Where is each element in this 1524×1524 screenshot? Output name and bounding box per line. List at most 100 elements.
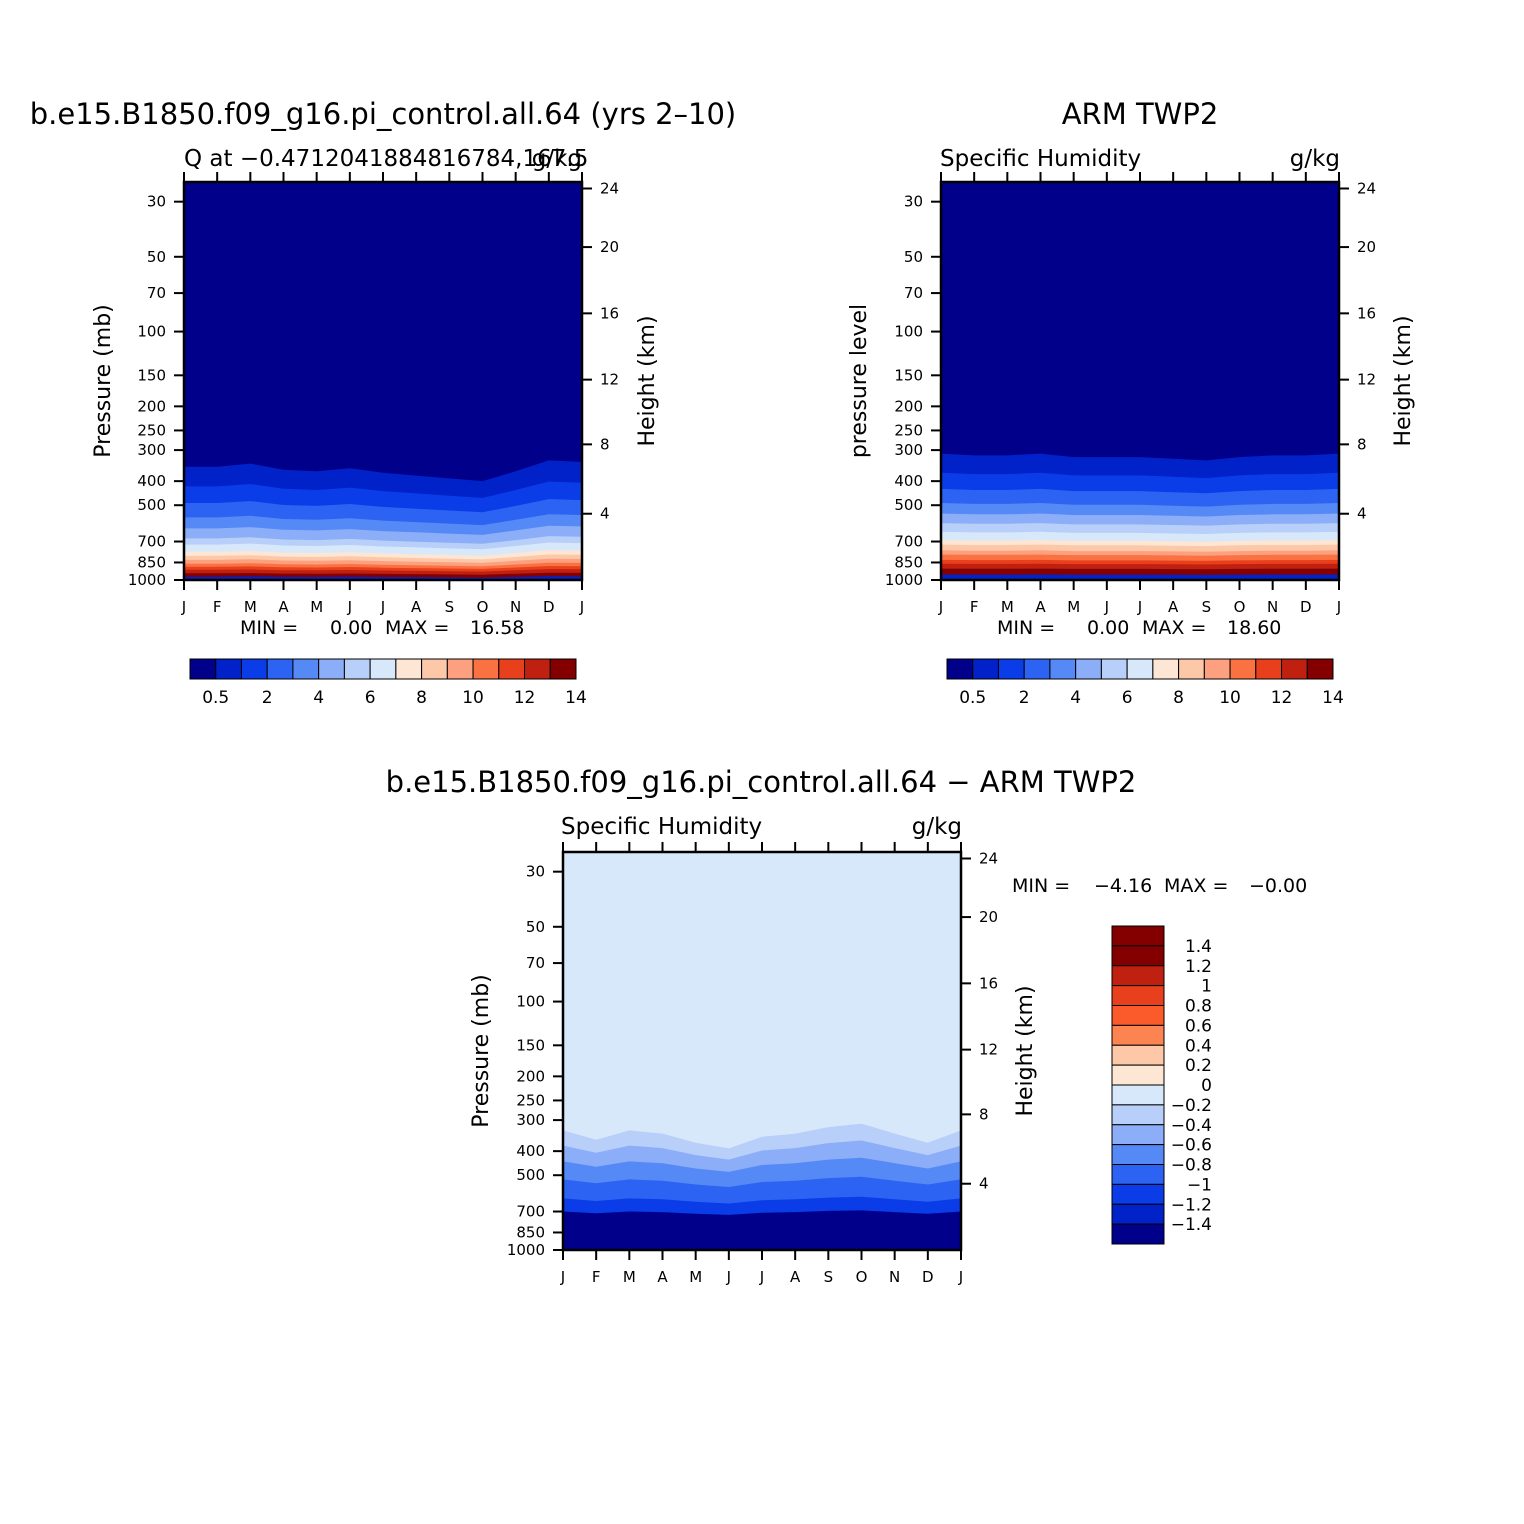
- colorbar-swatch: [1111, 1064, 1165, 1086]
- colorbar-swatch: [498, 658, 526, 680]
- colorbar-swatch: [1100, 658, 1128, 680]
- x-tick-label: S: [824, 1268, 834, 1286]
- colorbar-label: 6: [365, 688, 376, 708]
- diff-left-subtitle: Specific Humidity: [561, 814, 762, 840]
- colorbar-swatch: [1203, 658, 1231, 680]
- y-right-tick-label: 8: [600, 435, 610, 453]
- colorbar-label: 14: [565, 688, 587, 708]
- colorbar-swatch: [395, 658, 423, 680]
- colorbar-label: −0.8: [1171, 1156, 1212, 1176]
- max-value: 16.58: [470, 617, 524, 639]
- x-tick-label: S: [445, 598, 455, 616]
- y-right-tick-label: 16: [1357, 304, 1376, 322]
- y-right-tick-label: 4: [1357, 505, 1367, 523]
- diff-right-subtitle: g/kg: [912, 814, 962, 840]
- y-tick-label: 300: [137, 441, 166, 459]
- y-right-tick-label: 20: [1357, 238, 1376, 256]
- colorbar-label: 0.5: [959, 688, 986, 708]
- y-tick-label: 50: [147, 248, 166, 266]
- colorbar-swatch: [1111, 1223, 1165, 1245]
- colorbar-swatch: [1111, 1164, 1165, 1185]
- colorbar-swatch: [292, 658, 320, 680]
- y-tick-label: 700: [516, 1203, 545, 1221]
- colorbar-swatch: [549, 658, 577, 680]
- colorbar-label: 0.4: [1185, 1036, 1212, 1056]
- y-tick-label: 200: [516, 1067, 545, 1085]
- x-tick-label: M: [689, 1268, 702, 1286]
- model-right-subtitle: g/kg: [532, 146, 582, 172]
- y-right-tick-label: 16: [979, 974, 998, 992]
- y-tick-label: 1000: [885, 571, 923, 589]
- colorbar-label: −1.2: [1171, 1195, 1212, 1215]
- obs-left-subtitle: Specific Humidity: [940, 146, 1141, 172]
- diff-colorbar: 1.41.210.80.60.40.20−0.2−0.4−0.6−0.8−1−1…: [1111, 925, 1212, 1245]
- colorbar-label: 10: [462, 688, 484, 708]
- colorbar-label: 1.2: [1185, 957, 1212, 977]
- y-tick-label: 500: [137, 496, 166, 514]
- x-tick-label: J: [1336, 598, 1341, 616]
- colorbar-label: 0: [1201, 1076, 1212, 1096]
- y-tick-label: 250: [894, 421, 923, 439]
- obs-stats: MIN = 0.00 MAX = 18.60: [997, 617, 1281, 639]
- contour-band: [941, 574, 1339, 580]
- max-label: MAX =: [1164, 875, 1228, 897]
- colorbar-label: 14: [1322, 688, 1344, 708]
- colorbar-label: 8: [1173, 688, 1184, 708]
- x-tick-label: D: [543, 598, 555, 616]
- colorbar-label: 0.8: [1185, 997, 1212, 1017]
- min-label: MIN =: [997, 617, 1055, 639]
- y-tick-label: 150: [894, 366, 923, 384]
- max-value: −0.00: [1249, 875, 1307, 897]
- y-tick-label: 500: [894, 496, 923, 514]
- y-tick-label: 700: [894, 533, 923, 551]
- y-tick-label: 850: [137, 553, 166, 571]
- colorbar-swatch: [446, 658, 474, 680]
- colorbar-label: 12: [1271, 688, 1293, 708]
- x-tick-label: J: [1104, 598, 1109, 616]
- max-value: 18.60: [1227, 617, 1281, 639]
- colorbar-swatch: [421, 658, 448, 680]
- colorbar-swatch: [1306, 658, 1334, 680]
- colorbar-label: 12: [514, 688, 536, 708]
- diff-y-axis-right-label: Height (km): [1013, 985, 1038, 1116]
- colorbar-swatch: [215, 658, 242, 680]
- y-tick-label: 70: [147, 284, 166, 302]
- y-tick-label: 850: [516, 1223, 545, 1241]
- colorbar-label: 2: [1019, 688, 1030, 708]
- colorbar-swatch: [1111, 1024, 1165, 1046]
- colorbar-swatch: [472, 658, 500, 680]
- colorbar-swatch: [946, 658, 974, 680]
- y-tick-label: 1000: [507, 1241, 545, 1259]
- colorbar-label: 1: [1201, 977, 1212, 997]
- colorbar-label: 4: [1070, 688, 1081, 708]
- x-tick-label: F: [592, 1268, 601, 1286]
- y-right-tick-label: 12: [600, 371, 619, 389]
- max-label: MAX =: [1142, 617, 1206, 639]
- colorbar-swatch: [1255, 658, 1283, 680]
- x-tick-label: J: [759, 1268, 764, 1286]
- x-tick-label: A: [790, 1268, 801, 1286]
- x-tick-label: M: [1067, 598, 1080, 616]
- x-tick-label: O: [477, 598, 489, 616]
- model-y-axis-label: Pressure (mb): [91, 304, 116, 458]
- x-tick-label: A: [657, 1268, 668, 1286]
- y-tick-label: 30: [147, 193, 166, 211]
- y-tick-label: 150: [516, 1036, 545, 1054]
- x-tick-label: J: [579, 598, 584, 616]
- x-tick-label: M: [1001, 598, 1014, 616]
- y-tick-label: 100: [137, 323, 166, 341]
- diff-title: b.e15.B1850.f09_g16.pi_control.all.64 − …: [386, 765, 1137, 799]
- colorbar-swatch: [1111, 965, 1165, 987]
- colorbar-swatch: [1111, 1104, 1165, 1126]
- colorbar-swatch: [318, 658, 345, 680]
- y-tick-label: 50: [526, 918, 545, 936]
- x-tick-label: J: [560, 1268, 565, 1286]
- y-right-tick-label: 20: [600, 238, 619, 256]
- model-left-subtitle: Q at −0.4712041884816784,167.5: [184, 146, 588, 172]
- y-right-tick-label: 24: [600, 180, 619, 198]
- obs-plot-area: J F M A M J J A S O N D J 30 50 70 100 150 200 250 300 400 500…: [885, 172, 1376, 616]
- y-right-tick-label: 12: [1357, 371, 1376, 389]
- y-tick-label: 50: [904, 248, 923, 266]
- colorbar-label: 8: [416, 688, 427, 708]
- colorbar-label: 0.6: [1185, 1016, 1212, 1036]
